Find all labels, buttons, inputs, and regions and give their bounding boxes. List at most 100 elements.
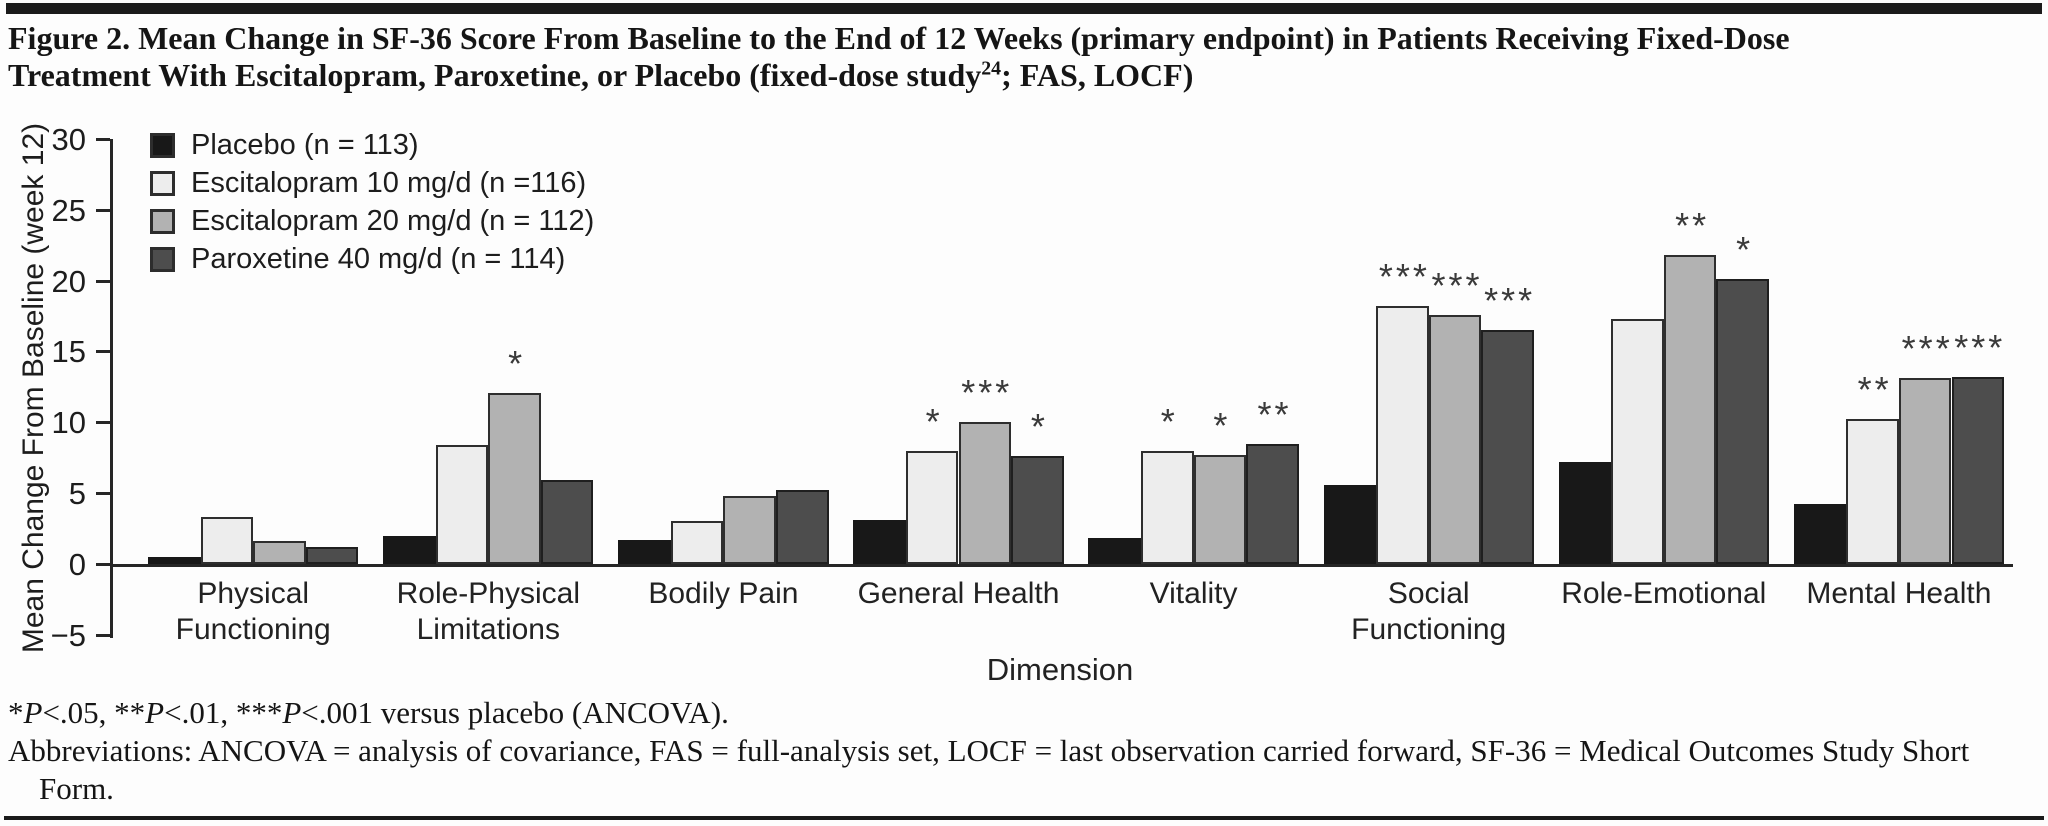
y-axis-tick — [96, 421, 110, 425]
legend-row-series3: Escitalopram 20 mg/d (n = 112) — [150, 202, 594, 240]
y-axis-tick-label: 25 — [51, 192, 86, 228]
y-axis-tick-label: 20 — [51, 263, 86, 299]
x-axis-title: Dimension — [986, 652, 1134, 687]
bar-series2-cat4 — [905, 450, 959, 564]
significance-marker: * — [1213, 404, 1231, 446]
y-axis-tick — [96, 633, 110, 637]
x-axis-category-label: Vitality — [1149, 577, 1238, 610]
x-axis-baseline — [110, 564, 2013, 567]
bar-series4-cat5 — [1246, 443, 1299, 564]
bar-series3-cat1 — [253, 541, 306, 564]
bar-series4-cat3 — [776, 490, 829, 564]
y-axis-tick-label: 0 — [68, 547, 86, 582]
legend-swatch-icon — [150, 170, 175, 196]
bar-series2-cat8 — [1846, 419, 1899, 564]
legend-swatch-icon — [150, 246, 175, 272]
figure-title-text: Figure 2. Mean Change in SF-36 Score Fro… — [8, 20, 1790, 93]
bar-series1-cat1 — [148, 556, 201, 564]
x-axis-category-label: Role-Physical Limitations — [396, 577, 580, 646]
figure-title: Figure 2. Mean Change in SF-36 Score Fro… — [8, 20, 2042, 94]
bar-series3-cat2 — [488, 392, 541, 564]
bar-series1-cat2 — [383, 535, 436, 564]
bar-series2-cat2 — [435, 444, 489, 564]
significance-marker: * — [1736, 229, 1754, 271]
figure-footnotes: *P<.05, **P<.01, ***P<.001 versus placeb… — [8, 694, 2042, 808]
significance-marker: ** — [1257, 393, 1292, 435]
significance-marker: * — [1030, 406, 1048, 448]
significance-marker: ** — [1675, 205, 1710, 247]
bar-series1-cat3 — [618, 539, 671, 564]
significance-footnote-token: P — [282, 695, 302, 730]
bar-series4-cat4 — [1011, 456, 1064, 564]
x-axis-category-label: Bodily Pain — [648, 577, 799, 610]
significance-marker: *** — [1431, 264, 1483, 306]
y-axis-tick-label: 15 — [51, 334, 86, 370]
legend-label: Escitalopram 20 mg/d (n = 112) — [191, 204, 595, 237]
chart-legend: Placebo (n = 113) Escitalopram 10 mg/d (n… — [150, 126, 594, 278]
bar-series3-cat7 — [1663, 255, 1717, 564]
significance-marker: *** — [1901, 328, 1953, 370]
bar-series1-cat8 — [1793, 504, 1847, 564]
abbreviations-footnote: Abbreviations: ANCOVA = analysis of cova… — [8, 733, 1970, 806]
figure-title-suffix: ; FAS, LOCF) — [1001, 57, 1194, 93]
y-axis-tick-label: 5 — [68, 476, 86, 512]
y-axis-tick-label: 10 — [51, 405, 86, 441]
legend-label: Paroxetine 40 mg/d (n = 114) — [191, 242, 566, 275]
bar-series3-cat3 — [723, 495, 776, 564]
bar-series2-cat1 — [200, 517, 254, 564]
significance-footnote-token: <.001 versus placebo (ANCOVA). — [301, 695, 729, 730]
y-axis-tick-label: −5 — [50, 617, 86, 653]
bar-series2-cat5 — [1141, 450, 1194, 564]
bar-series3-cat4 — [958, 422, 1012, 564]
significance-footnote-token: P — [145, 695, 165, 730]
significance-marker: *** — [1378, 256, 1430, 298]
significance-marker: *** — [1484, 280, 1536, 322]
y-axis-tick-label: 30 — [51, 121, 86, 157]
bar-series1-cat6 — [1323, 484, 1377, 564]
legend-row-series1: Placebo (n = 113) — [150, 126, 594, 164]
bar-series4-cat6 — [1481, 330, 1534, 564]
significance-marker: * — [925, 400, 943, 442]
significance-footnote-token: <.05, ** — [42, 695, 146, 730]
legend-row-series2: Escitalopram 10 mg/d (n =116) — [150, 164, 594, 202]
bar-series2-cat6 — [1376, 306, 1429, 564]
y-axis-tick — [96, 492, 110, 496]
legend-label: Placebo (n = 113) — [191, 128, 419, 161]
bar-series1-cat4 — [853, 520, 906, 564]
legend-label: Escitalopram 10 mg/d (n =116) — [191, 166, 587, 199]
y-axis-tick — [96, 279, 110, 283]
top-divider-rule — [6, 3, 2042, 14]
figure-title-reference-superscript: 24 — [981, 57, 1002, 80]
significance-marker: * — [508, 342, 526, 384]
significance-footnote: *P<.05, **P<.01, ***P<.001 versus placeb… — [8, 694, 2042, 732]
bar-series4-cat8 — [1951, 376, 2005, 564]
y-axis-line — [110, 139, 113, 638]
bar-series4-cat7 — [1716, 279, 1769, 564]
y-axis-tick — [96, 350, 110, 354]
bottom-divider-rule — [4, 816, 2044, 820]
y-axis-tick — [96, 137, 110, 141]
bar-series2-cat3 — [670, 521, 724, 564]
significance-marker: *** — [1954, 326, 2006, 368]
bar-series4-cat2 — [540, 480, 594, 564]
x-axis-category-label: Mental Health — [1806, 577, 1992, 610]
significance-footnote-token: P — [23, 695, 43, 730]
x-axis-category-label: Social Functioning — [1351, 577, 1507, 646]
bar-series3-cat5 — [1193, 454, 1247, 564]
x-axis-category-label: General Health — [857, 577, 1060, 610]
bar-series3-cat8 — [1898, 378, 1952, 564]
y-axis-tick — [96, 208, 110, 212]
legend-swatch-icon — [150, 132, 175, 158]
significance-marker: ** — [1857, 369, 1892, 411]
significance-marker: *** — [961, 372, 1013, 414]
significance-marker: * — [1160, 400, 1178, 442]
bar-series4-cat1 — [305, 546, 359, 564]
x-axis-category-label: Physical Functioning — [175, 577, 331, 646]
legend-row-series4: Paroxetine 40 mg/d (n = 114) — [150, 240, 594, 278]
bar-series1-cat5 — [1088, 538, 1141, 564]
significance-footnote-token: * — [8, 695, 24, 730]
y-axis-tick — [96, 563, 110, 566]
x-axis-category-label: Role-Emotional — [1561, 577, 1767, 610]
